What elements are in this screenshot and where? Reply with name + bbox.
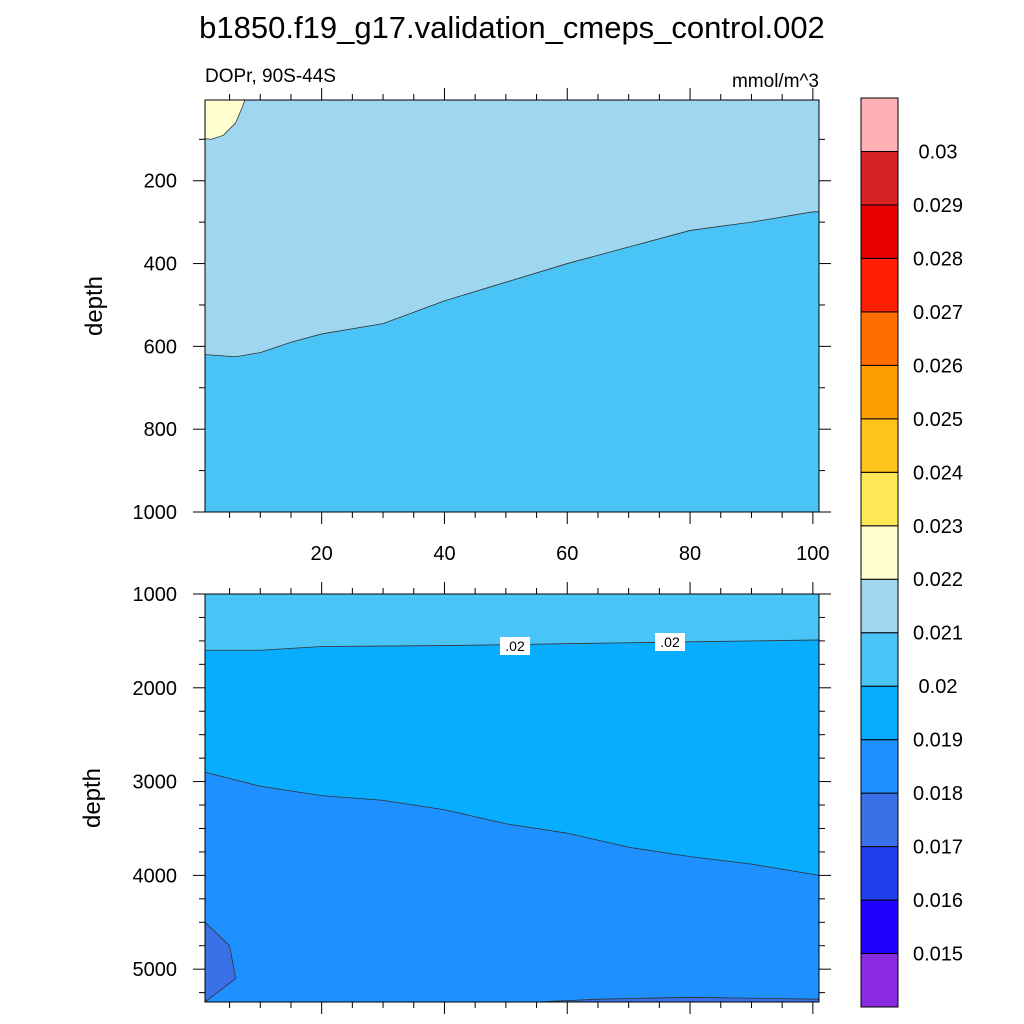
colorbar-box	[860, 311, 899, 366]
upper-xtick-label: 60	[556, 543, 578, 565]
upper-contour-fills	[204, 99, 820, 513]
colorbar-level-label: 0.018	[913, 783, 963, 805]
colorbar-box	[860, 364, 899, 420]
colorbar-box	[860, 846, 899, 901]
colorbar-level-label: 0.029	[913, 195, 963, 217]
upper-left-label: DOPr, 90S-44S	[205, 66, 336, 87]
lower-contour-fills	[204, 594, 820, 1003]
colorbar-boxes	[860, 97, 899, 1008]
colorbar-level-label: 0.015	[913, 944, 963, 966]
colorbar-box	[860, 150, 899, 206]
lower-ytick-label: 5000	[133, 959, 178, 981]
colorbar-box	[860, 471, 899, 527]
upper-xtick-label: 40	[433, 543, 455, 565]
colorbar-box	[860, 257, 899, 313]
upper-ytick-label: 600	[144, 336, 177, 358]
colorbar-level-label: 0.023	[913, 516, 963, 538]
upper-ytick-label: 1000	[133, 502, 178, 524]
upper-xtick-label: 80	[679, 543, 701, 565]
colorbar-box	[860, 525, 899, 580]
colorbar-box	[860, 418, 899, 473]
colorbar-level-label: 0.024	[913, 462, 963, 484]
lower-ticks: 1000 2000 3000 4000 5000	[133, 582, 831, 1014]
colorbar-box	[860, 685, 899, 741]
colorbar-level-label: 0.019	[913, 730, 963, 752]
colorbar-level-label: 0.027	[913, 302, 963, 324]
contour-label-002-b: .02	[655, 633, 685, 651]
colorbar-box	[860, 739, 899, 794]
colorbar-box	[860, 204, 899, 259]
contour-label-002-a-text: .02	[505, 638, 525, 654]
colorbar: 0.015 0.016 0.017 0.018 0.019 0.02 0.021 0.022 0…	[860, 97, 963, 1008]
colorbar-level-label: 0.025	[913, 409, 963, 431]
upper-ticks: 200 400 600 800 1000 20 40 60 80 100	[133, 88, 831, 565]
colorbar-level-label: 0.028	[913, 248, 963, 270]
colorbar-box	[860, 578, 899, 634]
colorbar-box	[860, 953, 899, 1008]
colorbar-box	[860, 97, 899, 152]
upper-region-0022	[204, 99, 246, 140]
upper-units-label: mmol/m^3	[732, 71, 819, 92]
lower-ytick-label: 3000	[133, 772, 178, 794]
colorbar-level-label: 0.03	[919, 141, 958, 163]
colorbar-box	[860, 792, 899, 848]
colorbar-level-label: 0.016	[913, 890, 963, 912]
contour-label-002-b-text: .02	[660, 634, 680, 650]
panel-lower: 1000 2000 3000 4000 5000 .02 .02 depth	[79, 582, 831, 1014]
upper-xtick-label: 20	[311, 543, 333, 565]
colorbar-box	[860, 899, 899, 955]
lower-frame	[204, 593, 820, 1003]
colorbar-labels: 0.015 0.016 0.017 0.018 0.019 0.02 0.021 0.022 0…	[913, 141, 963, 965]
upper-ytick-label: 800	[144, 419, 177, 441]
colorbar-level-label: 0.021	[913, 623, 963, 645]
colorbar-level-label: 0.022	[913, 569, 963, 591]
upper-ytick-label: 200	[144, 171, 177, 193]
lower-ytick-label: 2000	[133, 678, 178, 700]
upper-y-axis-label: depth	[81, 276, 108, 336]
upper-ytick-label: 400	[144, 254, 177, 276]
upper-frame	[204, 99, 820, 513]
colorbar-level-label: 0.026	[913, 355, 963, 377]
panel-upper: 200 400 600 800 1000 20 40 60 80 100 DOPr, 90S-44…	[81, 66, 831, 565]
figure-title: b1850.f19_g17.validation_cmeps_control.0…	[199, 10, 825, 45]
lower-ytick-label: 1000	[133, 584, 178, 606]
colorbar-level-label: 0.02	[919, 676, 958, 698]
colorbar-box	[860, 632, 899, 687]
colorbar-level-label: 0.017	[913, 837, 963, 859]
upper-xtick-label: 100	[796, 543, 829, 565]
lower-ytick-label: 4000	[133, 865, 178, 887]
lower-y-axis-label: depth	[79, 768, 106, 828]
contour-label-002-a: .02	[500, 637, 530, 655]
